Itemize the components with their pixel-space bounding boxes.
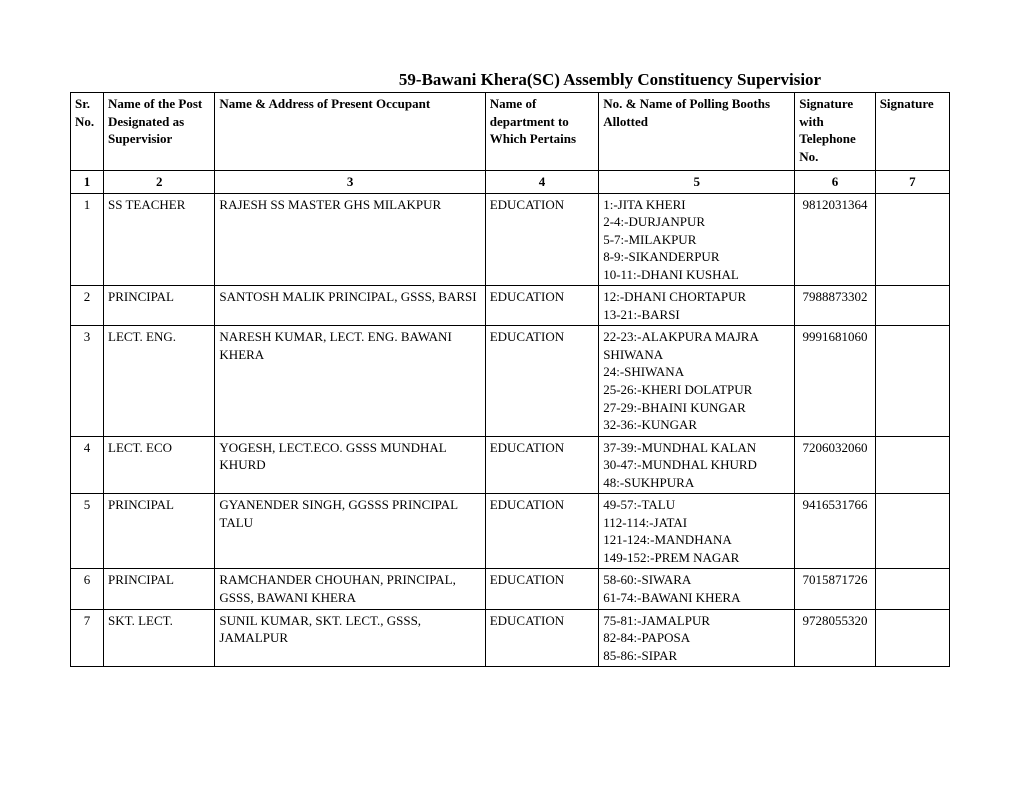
cell-signature [875,494,949,569]
cell-name: RAJESH SS MASTER GHS MILAKPUR [215,193,485,286]
cell-sr: 4 [71,436,104,494]
header-name: Name & Address of Present Occupant [215,93,485,171]
table-header-row: Sr. No. Name of the Post Designated as S… [71,93,950,171]
table-row: 7SKT. LECT.SUNIL KUMAR, SKT. LECT., GSSS… [71,609,950,667]
table-row: 2PRINCIPALSANTOSH MALIK PRINCIPAL, GSSS,… [71,286,950,326]
cell-post: SS TEACHER [104,193,215,286]
cell-signature [875,286,949,326]
colnum: 1 [71,171,104,194]
cell-booths: 75-81:-JAMALPUR 82-84:-PAPOSA 85-86:-SIP… [599,609,795,667]
cell-booths: 1:-JITA KHERI 2-4:-DURJANPUR 5-7:-MILAKP… [599,193,795,286]
colnum: 7 [875,171,949,194]
cell-signature [875,609,949,667]
colnum: 2 [104,171,215,194]
cell-name: GYANENDER SINGH, GGSSS PRINCIPAL TALU [215,494,485,569]
table-row: 4LECT. ECOYOGESH, LECT.ECO. GSSS MUNDHAL… [71,436,950,494]
cell-post: PRINCIPAL [104,286,215,326]
header-dept: Name of department to Which Pertains [485,93,598,171]
cell-post: LECT. ECO [104,436,215,494]
page-title: 59-Bawani Khera(SC) Assembly Constituenc… [70,70,950,90]
cell-dept: EDUCATION [485,609,598,667]
cell-sr: 5 [71,494,104,569]
cell-booths: 12:-DHANI CHORTAPUR 13-21:-BARSI [599,286,795,326]
table-colnum-row: 1 2 3 4 5 6 7 [71,171,950,194]
header-booths: No. & Name of Polling Booths Allotted [599,93,795,171]
cell-sr: 7 [71,609,104,667]
cell-dept: EDUCATION [485,193,598,286]
table-row: 1SS TEACHERRAJESH SS MASTER GHS MILAKPUR… [71,193,950,286]
cell-dept: EDUCATION [485,569,598,609]
cell-dept: EDUCATION [485,494,598,569]
cell-name: SUNIL KUMAR, SKT. LECT., GSSS, JAMALPUR [215,609,485,667]
header-sr: Sr. No. [71,93,104,171]
cell-name: SANTOSH MALIK PRINCIPAL, GSSS, BARSI [215,286,485,326]
colnum: 6 [795,171,875,194]
cell-telephone: 7206032060 [795,436,875,494]
cell-dept: EDUCATION [485,286,598,326]
header-sig2: Signature [875,93,949,171]
cell-name: YOGESH, LECT.ECO. GSSS MUNDHAL KHURD [215,436,485,494]
cell-booths: 22-23:-ALAKPURA MAJRA SHIWANA 24:-SHIWAN… [599,326,795,436]
cell-post: LECT. ENG. [104,326,215,436]
cell-dept: EDUCATION [485,326,598,436]
cell-booths: 37-39:-MUNDHAL KALAN 30-47:-MUNDHAL KHUR… [599,436,795,494]
cell-telephone: 9728055320 [795,609,875,667]
cell-post: SKT. LECT. [104,609,215,667]
cell-signature [875,193,949,286]
header-post: Name of the Post Designated as Supervisi… [104,93,215,171]
header-sig1: Signature with Telephone No. [795,93,875,171]
table-row: 3LECT. ENG.NARESH KUMAR, LECT. ENG. BAWA… [71,326,950,436]
cell-name: RAMCHANDER CHOUHAN, PRINCIPAL, GSSS, BAW… [215,569,485,609]
cell-telephone: 7015871726 [795,569,875,609]
colnum: 3 [215,171,485,194]
cell-post: PRINCIPAL [104,569,215,609]
colnum: 4 [485,171,598,194]
colnum: 5 [599,171,795,194]
cell-sr: 1 [71,193,104,286]
cell-signature [875,326,949,436]
cell-telephone: 7988873302 [795,286,875,326]
table-row: 6PRINCIPALRAMCHANDER CHOUHAN, PRINCIPAL,… [71,569,950,609]
cell-booths: 58-60:-SIWARA 61-74:-BAWANI KHERA [599,569,795,609]
cell-sr: 2 [71,286,104,326]
cell-post: PRINCIPAL [104,494,215,569]
cell-sr: 6 [71,569,104,609]
table-row: 5PRINCIPALGYANENDER SINGH, GGSSS PRINCIP… [71,494,950,569]
cell-name: NARESH KUMAR, LECT. ENG. BAWANI KHERA [215,326,485,436]
supervisor-table: Sr. No. Name of the Post Designated as S… [70,92,950,667]
cell-booths: 49-57:-TALU 112-114:-JATAI 121-124:-MAND… [599,494,795,569]
cell-dept: EDUCATION [485,436,598,494]
cell-telephone: 9812031364 [795,193,875,286]
cell-signature [875,436,949,494]
cell-signature [875,569,949,609]
cell-sr: 3 [71,326,104,436]
cell-telephone: 9991681060 [795,326,875,436]
cell-telephone: 9416531766 [795,494,875,569]
